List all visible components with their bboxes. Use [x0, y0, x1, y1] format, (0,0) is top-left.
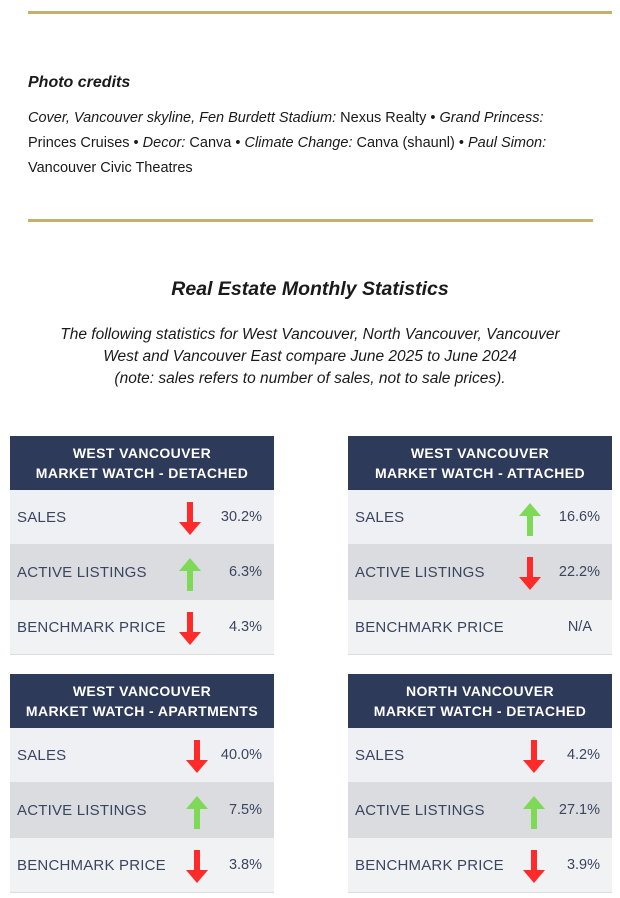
stat-value: 3.8%	[228, 857, 262, 873]
credit-subject: Climate Change:	[244, 135, 353, 151]
stat-row: ACTIVE LISTINGS 22.2%	[348, 545, 612, 600]
credit-source: Vancouver Civic Theatres	[28, 160, 193, 176]
stat-label: SALES	[355, 747, 405, 764]
credit-subject: Decor:	[142, 135, 186, 151]
credit-source: Princes Cruises •	[28, 135, 143, 151]
stat-value: 22.2%	[558, 564, 600, 580]
stat-label: SALES	[17, 509, 67, 526]
stat-label: ACTIVE LISTINGS	[17, 564, 147, 581]
stat-value: N/A	[567, 619, 592, 635]
stat-label: ACTIVE LISTINGS	[17, 802, 147, 819]
stat-value: 4.2%	[566, 747, 600, 763]
arrow-down-icon	[523, 740, 545, 773]
stat-row: ACTIVE LISTINGS 7.5%	[10, 783, 274, 838]
stat-row: SALES 4.2%	[348, 728, 612, 783]
stat-row: SALES 40.0%	[10, 728, 274, 783]
credit-source: Canva (shaunl) •	[352, 135, 468, 151]
stat-label: BENCHMARK PRICE	[355, 857, 504, 874]
stat-value: 30.2%	[220, 509, 262, 525]
stat-row: ACTIVE LISTINGS 6.3%	[10, 545, 274, 600]
stat-label: BENCHMARK PRICE	[17, 857, 166, 874]
credit-source: Nexus Realty •	[336, 110, 440, 126]
stat-row: ACTIVE LISTINGS 27.1%	[348, 783, 612, 838]
stat-row: SALES 16.6%	[348, 490, 612, 545]
stat-value: 4.3%	[228, 619, 262, 635]
card-header-line: MARKET WATCH - ATTACHED	[374, 465, 586, 481]
intro-line: The following statistics for West Vancou…	[60, 326, 560, 343]
stat-value: 3.9%	[566, 857, 600, 873]
stat-value: 7.5%	[228, 802, 262, 818]
stats-intro: The following statistics for West Vancou…	[40, 324, 580, 390]
top-divider	[28, 11, 612, 14]
arrow-down-icon	[179, 502, 201, 535]
credit-subject: Cover, Vancouver skyline, Fen Burdett St…	[28, 110, 337, 126]
arrow-up-icon	[523, 796, 545, 829]
stats-title: Real Estate Monthly Statistics	[171, 278, 449, 300]
stat-value: 27.1%	[558, 802, 600, 818]
card-header-line: WEST VANCOUVER	[410, 445, 550, 461]
arrow-down-icon	[179, 612, 201, 645]
middle-divider	[28, 219, 593, 222]
photo-credits-text: Cover, Vancouver skyline, Fen Burdett St…	[28, 106, 588, 181]
stat-row: BENCHMARK PRICE 4.3%	[10, 600, 274, 655]
card-header-line: MARKET WATCH - APARTMENTS	[25, 703, 259, 719]
arrow-down-icon	[186, 740, 208, 773]
stat-value: 40.0%	[220, 747, 262, 763]
card-header-line: MARKET WATCH - DETACHED	[35, 465, 249, 481]
arrow-up-icon	[519, 503, 541, 536]
stat-row: BENCHMARK PRICE N/A	[348, 600, 612, 655]
north-vancouver-detached-card: NORTH VANCOUVER MARKET WATCH - DETACHED SA…	[348, 674, 612, 893]
card-header-line: WEST VANCOUVER	[72, 445, 212, 461]
west-vancouver-apartments-card: WEST VANCOUVER MARKET WATCH - APARTMENTS S…	[10, 674, 274, 893]
card-header: NORTH VANCOUVER MARKET WATCH - DETACHED	[348, 674, 612, 728]
arrow-up-icon	[186, 796, 208, 829]
stat-row: SALES 30.2%	[10, 490, 274, 545]
card-header: WEST VANCOUVER MARKET WATCH - DETACHED	[10, 436, 274, 490]
credit-source: Canva •	[185, 135, 245, 151]
arrow-down-icon	[186, 850, 208, 883]
stat-row: BENCHMARK PRICE 3.8%	[10, 838, 274, 893]
arrow-down-icon	[523, 850, 545, 883]
credit-subject: Paul Simon:	[467, 135, 547, 151]
stat-label: SALES	[17, 747, 67, 764]
stat-label: BENCHMARK PRICE	[355, 619, 504, 636]
arrow-up-icon	[179, 558, 201, 591]
card-header: WEST VANCOUVER MARKET WATCH - APARTMENTS	[10, 674, 274, 728]
credit-subject: Grand Princess:	[439, 110, 544, 126]
card-header: WEST VANCOUVER MARKET WATCH - ATTACHED	[348, 436, 612, 490]
arrow-down-icon	[519, 557, 541, 590]
card-header-line: MARKET WATCH - DETACHED	[373, 703, 587, 719]
stat-value: 16.6%	[558, 509, 600, 525]
west-vancouver-attached-card: WEST VANCOUVER MARKET WATCH - ATTACHED SAL…	[348, 436, 612, 655]
card-header-line: WEST VANCOUVER	[72, 683, 212, 699]
west-vancouver-detached-card: WEST VANCOUVER MARKET WATCH - DETACHED SAL…	[10, 436, 274, 655]
stat-label: ACTIVE LISTINGS	[355, 802, 485, 819]
stat-row: BENCHMARK PRICE 3.9%	[348, 838, 612, 893]
intro-line: (note: sales refers to number of sales, …	[114, 370, 506, 387]
card-header-line: NORTH VANCOUVER	[405, 683, 555, 699]
stat-label: BENCHMARK PRICE	[17, 619, 166, 636]
intro-line: West and Vancouver East compare June 202…	[103, 348, 517, 365]
photo-credits-title: Photo credits	[28, 74, 131, 91]
stat-label: SALES	[355, 509, 405, 526]
stat-label: ACTIVE LISTINGS	[355, 564, 485, 581]
stat-value: 6.3%	[228, 564, 262, 580]
